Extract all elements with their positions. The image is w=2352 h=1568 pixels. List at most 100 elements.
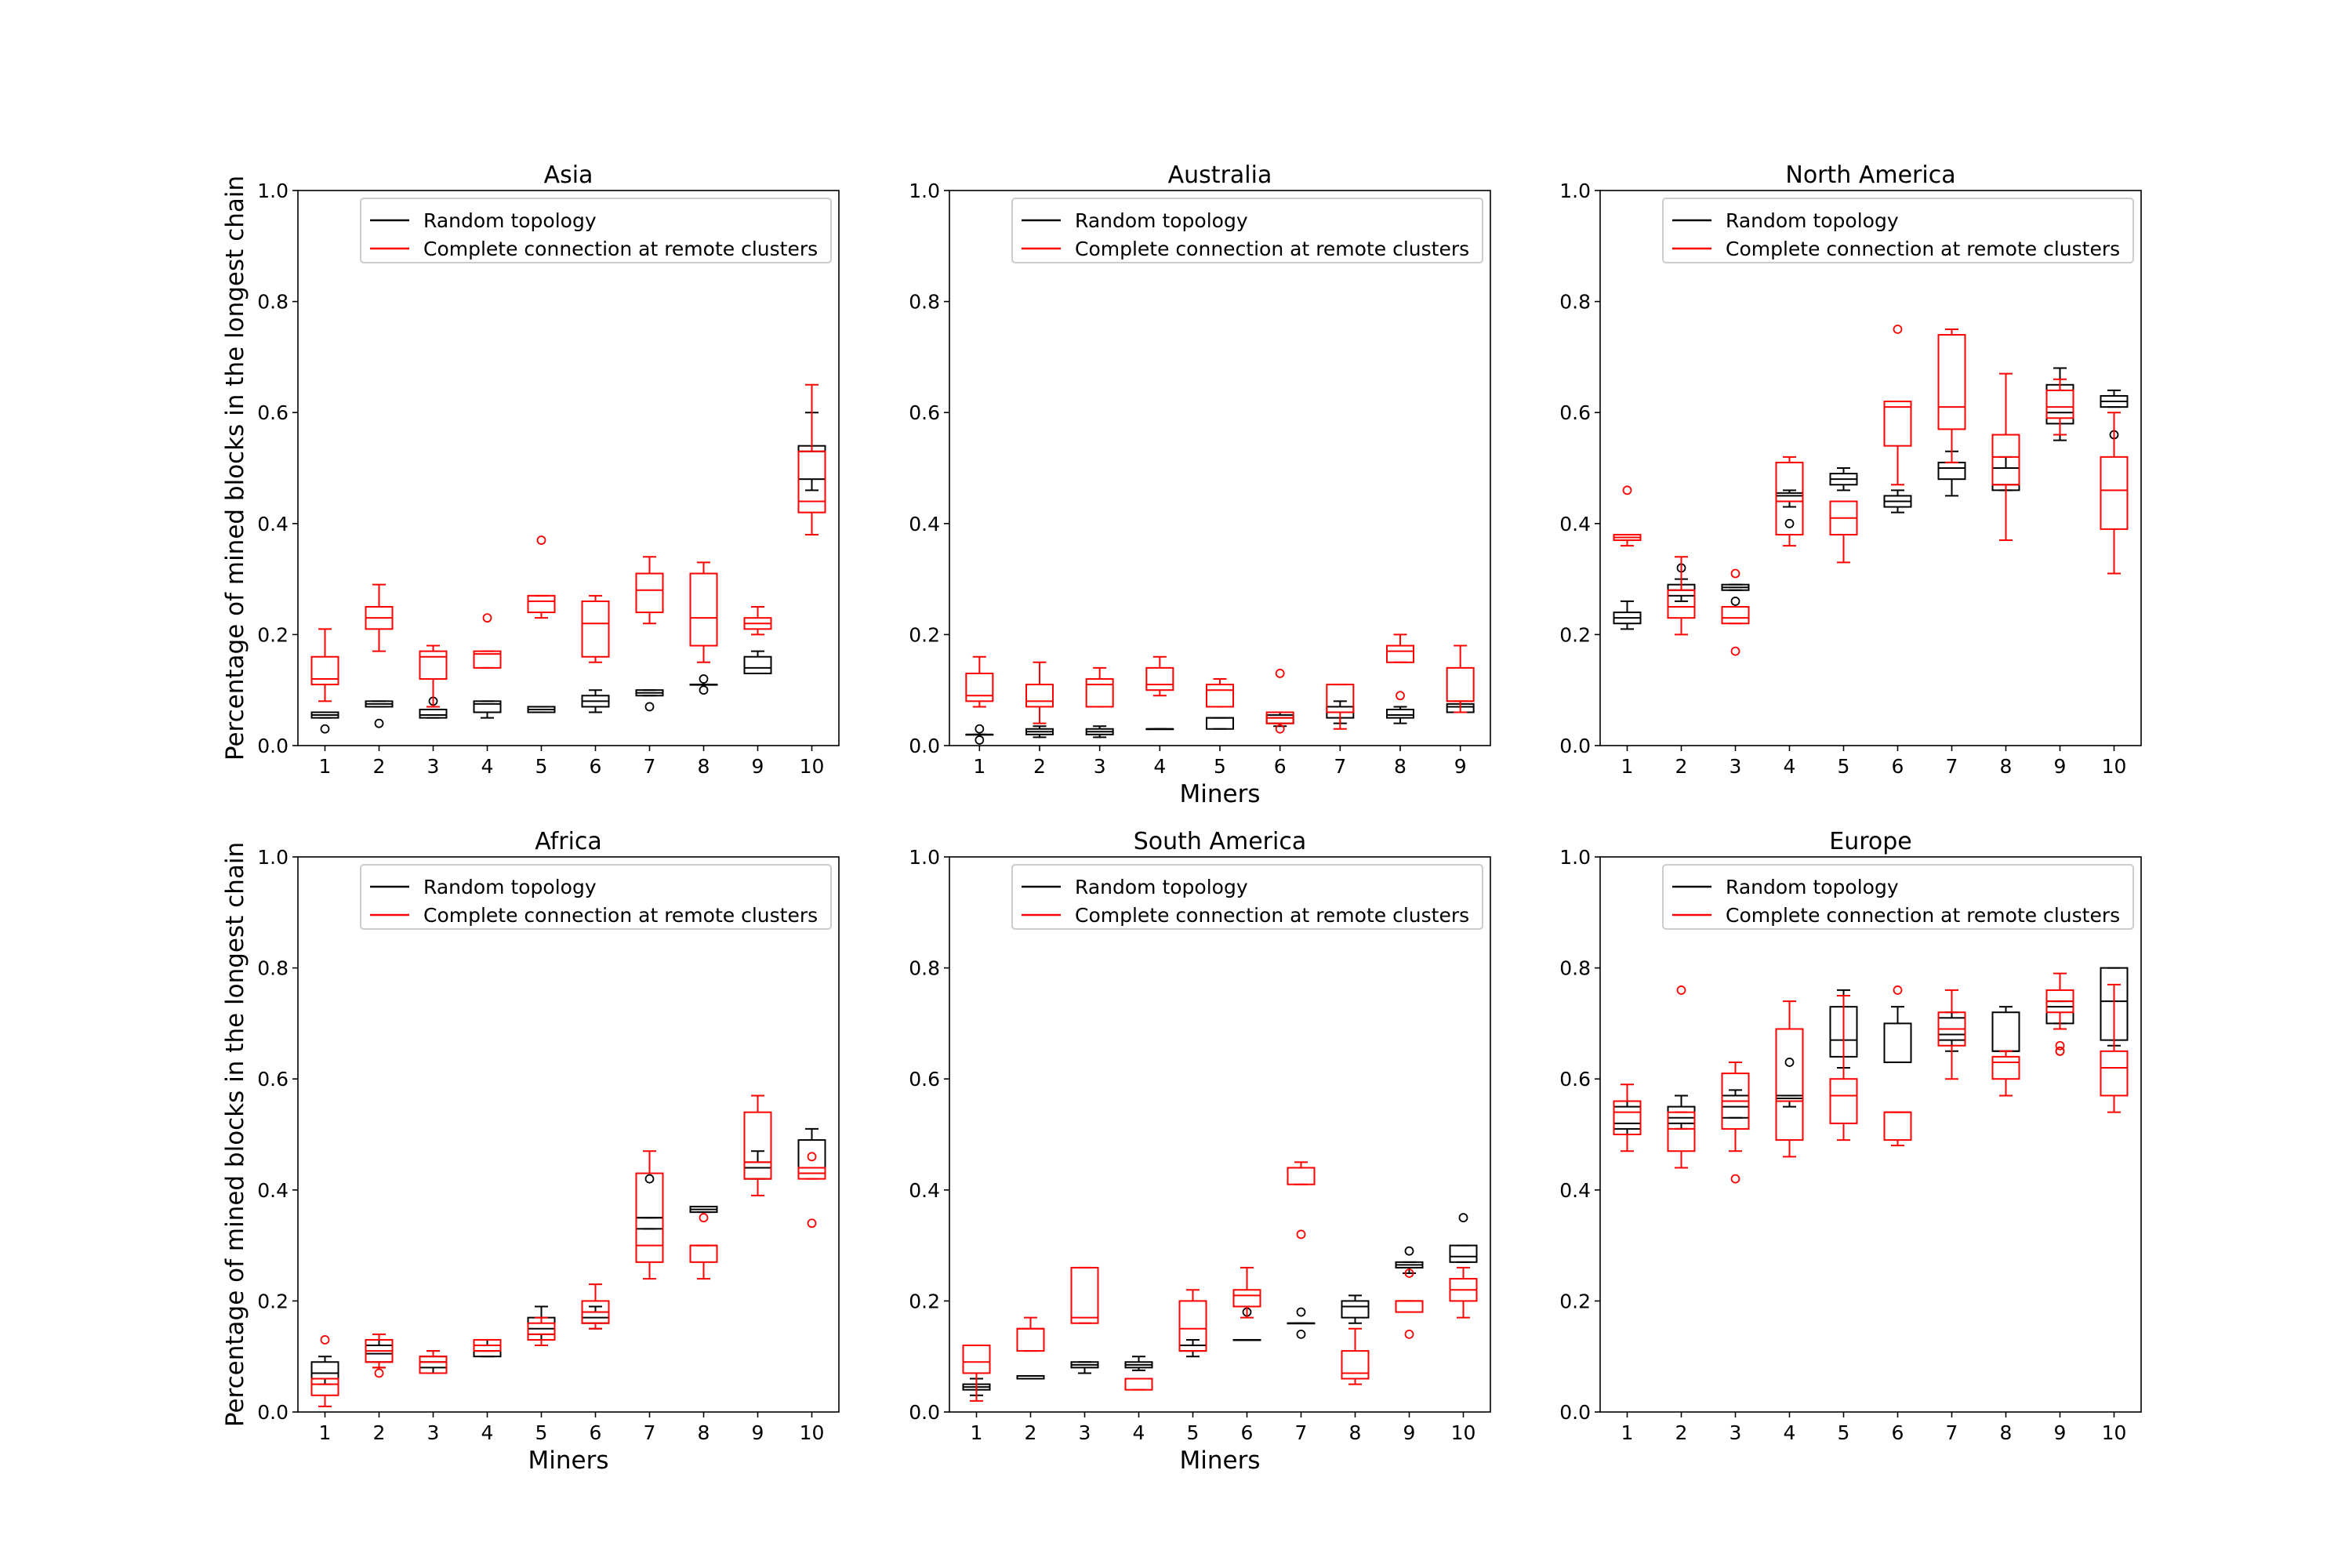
box-3 <box>1721 1061 1750 1184</box>
x-tick-label: 4 <box>481 755 494 778</box>
legend: Random topology Complete connection at re… <box>1662 864 2134 930</box>
outlier-point <box>1296 1229 1306 1240</box>
box-2 <box>1025 661 1054 724</box>
box-iqr <box>1386 708 1414 719</box>
outlier-point <box>536 535 546 545</box>
box-iqr <box>635 572 664 614</box>
box-iqr <box>743 1161 772 1180</box>
box-9 <box>743 1094 772 1196</box>
outlier-point <box>320 724 330 734</box>
box-iqr <box>473 700 502 713</box>
box-9 <box>743 1150 772 1180</box>
outlier-point <box>1458 1213 1468 1223</box>
y-tick-label: 0.8 <box>1559 957 1591 980</box>
box-5 <box>527 535 556 619</box>
box-4 <box>1145 655 1174 697</box>
outlier-point <box>1296 1329 1306 1339</box>
box-1 <box>965 724 994 745</box>
box-iqr <box>1449 1244 1478 1263</box>
box-4 <box>1124 1356 1153 1371</box>
box-iqr <box>419 1356 448 1374</box>
subplot-australia: Australia 0.0 0.2 0.4 0.6 0.8 1.0 1 2 3 4 5 6 7 8 9 Rand… <box>909 162 1491 808</box>
legend-label-complete: Complete connection at remote clusters <box>1726 238 2120 260</box>
outlier-point <box>1275 669 1285 678</box>
subplot-title: Asia <box>544 162 593 189</box>
box-iqr <box>1667 1111 1696 1152</box>
x-tick-label: 5 <box>1214 755 1226 778</box>
box-6 <box>1883 985 1912 1147</box>
outlier-point <box>320 1335 330 1345</box>
x-tick-label: 2 <box>1675 755 1688 778</box>
outlier-point <box>1622 485 1632 495</box>
x-tick-label: 1 <box>971 1421 983 1444</box>
box-iqr <box>962 1345 991 1374</box>
x-axis-label: Miners <box>528 1446 609 1475</box>
x-tick-label: 7 <box>644 1421 656 1444</box>
y-tick-label: 0.6 <box>1559 401 1591 424</box>
box-2 <box>1667 556 1696 636</box>
x-tick-label: 6 <box>590 1421 602 1444</box>
box-iqr <box>1883 1022 1912 1063</box>
outlier-point <box>1396 691 1405 701</box>
x-tick-label: 8 <box>698 755 710 778</box>
box-iqr <box>1991 434 2020 486</box>
y-tick-label: 0.0 <box>1559 735 1591 757</box>
y-tick-label: 0.4 <box>1559 513 1591 535</box>
box-5 <box>1206 678 1234 708</box>
box-7 <box>635 689 664 712</box>
x-tick-label: 1 <box>1621 1421 1634 1444</box>
x-tick-label: 4 <box>1153 755 1166 778</box>
box-iqr <box>1721 606 1750 625</box>
box-7 <box>635 556 664 625</box>
y-axis-label: Percentage of mined blocks in the longes… <box>221 176 249 760</box>
box-iqr <box>1667 1105 1696 1124</box>
legend-frame <box>1662 198 2134 263</box>
outlier-point <box>374 718 384 728</box>
box-1 <box>962 1345 991 1402</box>
y-tick-label: 0.4 <box>257 1179 289 1202</box>
box-4 <box>473 700 502 719</box>
box-7 <box>1326 684 1355 730</box>
box-7 <box>1287 1161 1316 1240</box>
subplot-south-america: South America 0.0 0.2 0.4 0.6 0.8 1.0 1 2 3 4 5 6 7 8 9… <box>909 828 1491 1475</box>
x-tick-label: 10 <box>1451 1421 1476 1444</box>
box-iqr <box>1775 1028 1804 1142</box>
box-3 <box>419 644 448 708</box>
box-3 <box>1721 583 1750 606</box>
series-random-topology <box>962 1213 1478 1396</box>
x-tick-label: 4 <box>481 1421 494 1444</box>
box-7 <box>1937 328 1966 463</box>
outlier-point <box>1893 985 1903 995</box>
y-tick-label: 0.0 <box>257 735 289 757</box>
box-iqr <box>797 450 826 514</box>
x-tick-label: 8 <box>2000 755 2013 778</box>
y-tick-label: 0.4 <box>1559 1179 1591 1202</box>
y-tick-label: 0.6 <box>1559 1068 1591 1091</box>
box-iqr <box>527 594 556 614</box>
y-tick-label: 0.6 <box>257 1068 289 1091</box>
box-1 <box>965 655 994 708</box>
box-3 <box>1721 1089 1750 1119</box>
y-tick-label: 0.8 <box>909 291 940 314</box>
box-1 <box>310 1335 339 1407</box>
box-4 <box>1775 1000 1804 1158</box>
box-iqr <box>310 1377 339 1396</box>
box-8 <box>689 674 718 695</box>
y-tick-label: 0.0 <box>909 735 940 757</box>
x-tick-label: 1 <box>973 755 985 778</box>
x-tick-label: 5 <box>535 1421 548 1444</box>
series-complete-connection <box>1613 972 2129 1184</box>
y-tick-label: 0.2 <box>1559 623 1591 646</box>
box-4 <box>1124 1377 1153 1391</box>
x-tick-label: 9 <box>752 1421 764 1444</box>
box-2 <box>365 700 394 728</box>
box-iqr <box>473 650 502 669</box>
box-iqr <box>1265 714 1294 724</box>
box-10 <box>797 383 826 535</box>
box-3 <box>1070 1361 1099 1374</box>
box-iqr <box>1829 1078 1858 1124</box>
axes-frame <box>949 856 1491 1413</box>
series-complete-connection <box>310 383 826 708</box>
legend: Random topology Complete connection at re… <box>1662 198 2134 263</box>
box-1 <box>1613 1083 1642 1152</box>
